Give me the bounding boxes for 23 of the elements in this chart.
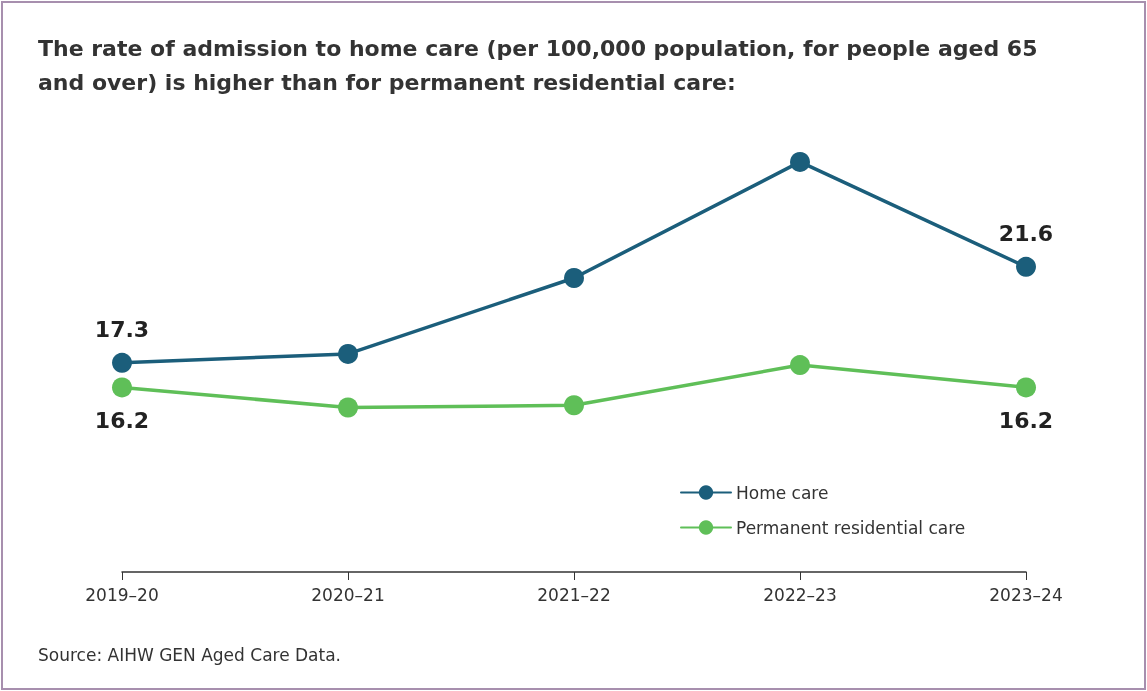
x-tick-label: 2023–24 <box>989 584 1063 605</box>
point <box>112 377 132 398</box>
x-tick-label: 2020–21 <box>311 584 385 605</box>
point <box>338 343 358 364</box>
point <box>338 397 358 418</box>
point <box>790 151 810 172</box>
x-tick-label: 2021–22 <box>537 584 611 605</box>
point <box>564 268 584 288</box>
data-label: 16.2 <box>998 407 1054 433</box>
point <box>1016 377 1036 398</box>
data-label: 17.3 <box>94 317 150 343</box>
x-tick-label: 2022–23 <box>763 584 837 605</box>
point <box>790 355 810 376</box>
legend-label: Home care <box>736 482 829 503</box>
point <box>112 352 132 373</box>
data-label: 21.6 <box>998 221 1054 247</box>
legend-label: Permanent residential care <box>736 517 966 538</box>
data-label: 16.2 <box>94 407 150 433</box>
point <box>564 395 584 416</box>
source-note: Source: AIHW GEN Aged Care Data. <box>38 645 342 665</box>
chart-title: The rate of admission to home care (per 100,000 population, for people aged 65 and over) is higher than for permanent residential care: <box>38 35 1038 97</box>
point <box>1016 256 1036 277</box>
x-tick-label: 2019–20 <box>85 584 159 605</box>
